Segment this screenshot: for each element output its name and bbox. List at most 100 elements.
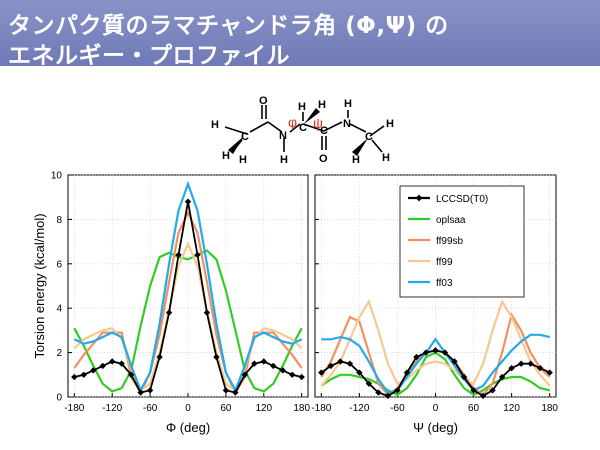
- phi-series-lccsdt0-point: [260, 358, 267, 365]
- phi-series-lccsdt0-point: [289, 371, 296, 378]
- phi-series-lccsdt0-point: [109, 358, 116, 365]
- psi-series-lccsdt0-point: [422, 349, 430, 356]
- atom-h7: H: [344, 98, 352, 110]
- phi-x-axis-label: Φ (deg): [166, 420, 210, 435]
- psi-series-lccsdt0-point: [508, 364, 515, 372]
- psi-series-lccsdt0-point: [375, 389, 382, 396]
- phi-series-lccsdt0-point: [203, 309, 211, 316]
- psi-series-lccsdt0-point: [384, 392, 392, 400]
- psi-series-lccsdt0-point: [527, 360, 534, 367]
- phi-series-lccsdt0-point: [137, 389, 144, 396]
- psi-series-lccsdt0-point: [460, 373, 468, 381]
- psi-series-lccsdt0-point: [451, 358, 458, 365]
- psi-symbol: ψ: [313, 115, 323, 131]
- atom-c2: C: [320, 125, 328, 137]
- psi-x-tick-label: 180: [541, 403, 558, 414]
- phi-series-lccsdt0-point: [194, 251, 201, 259]
- phi-symbol: φ: [288, 114, 297, 130]
- phi-series-lccsdt0-point: [241, 371, 249, 378]
- atom-c-alpha: C: [299, 122, 307, 134]
- legend-label-ff99: ff99: [436, 257, 453, 268]
- psi-x-tick-label: 0: [433, 403, 439, 414]
- psi-series-lccsdt0-point: [337, 358, 344, 365]
- phi-series-lccsdt0-point: [222, 387, 230, 394]
- atom-h9: H: [352, 154, 360, 166]
- psi-series-lccsdt0-point: [356, 369, 363, 376]
- psi-series-lccsdt0-point: [365, 380, 373, 387]
- phi-series-lccsdt0-point: [184, 198, 192, 205]
- phi-series-lccsdt0-point: [127, 371, 135, 378]
- psi-x-axis-label: Ψ (deg): [413, 420, 458, 435]
- phi-series-lccsdt0-point: [298, 373, 305, 381]
- phi-series-lccsdt0-point: [118, 360, 125, 367]
- phi-x-tick-label: 120: [255, 403, 272, 414]
- psi-series-lccsdt0-point: [327, 362, 335, 370]
- phi-energy-chart: -180 -120 -60 0 60 120 180 0 2 4 6 8 10 Φ (deg) Torsio…: [32, 171, 310, 436]
- phi-series-lccsdt0-point: [213, 353, 220, 361]
- phi-series-lccsdt0-point: [146, 387, 154, 394]
- slide-title-line-2: エネルギー・プロファイル: [8, 43, 290, 69]
- phi-y-tick-label: 0: [56, 393, 62, 404]
- atom-c1: C: [241, 131, 249, 143]
- atom-h10: H: [382, 152, 390, 164]
- atom-c3: C: [365, 131, 373, 143]
- phi-series-lccsdt0-point: [99, 362, 106, 370]
- phi-series-lccsdt0-point: [71, 373, 78, 381]
- phi-series-lccsdt0-point: [90, 367, 97, 374]
- psi-x-tick-label: -60: [390, 403, 405, 414]
- phi-x-tick-label: 60: [220, 403, 232, 414]
- phi-series-ff03-line: [73, 180, 303, 393]
- psi-series-lccsdt0-point: [413, 353, 420, 361]
- atom-h8: H: [386, 118, 394, 130]
- slide-title-bar: タンパク質のラマチャンドラ角 (Φ,Ψ) の エネルギー・プロファイル: [0, 0, 600, 69]
- phi-y-axis-label: Torsion energy (kcal/mol): [32, 213, 47, 358]
- psi-series-lccsdt0-point: [470, 387, 477, 394]
- phi-x-tick-label: -120: [102, 403, 122, 414]
- psi-series-lccsdt0-point: [318, 369, 325, 376]
- atom-n1: N: [279, 130, 287, 142]
- psi-series-lccsdt0-point: [403, 369, 411, 376]
- legend-label-lccsdt0: LCCSD(T0): [436, 194, 488, 205]
- phi-series-lccsdt0-point: [270, 362, 277, 370]
- phi-series-lccsdt0-point: [175, 251, 182, 259]
- phi-series-lccsdt0-point: [80, 371, 87, 378]
- chart-legend: LCCSD(T0) oplsaa ff99sb ff99 ff03: [399, 185, 525, 298]
- psi-series-lccsdt0-point: [517, 360, 525, 367]
- phi-series-ff99sb-line: [73, 210, 303, 395]
- atom-o2: O: [319, 153, 328, 165]
- psi-series-lccsdt0-point: [346, 360, 354, 367]
- phi-series-lccsdt0-point: [156, 353, 163, 361]
- atom-n2: N: [343, 118, 351, 130]
- atom-h1: H: [211, 119, 219, 131]
- psi-x-tick-label: -180: [311, 403, 331, 414]
- atom-h5: H: [298, 101, 306, 113]
- phi-y-tick-label: 2: [56, 348, 62, 359]
- legend-marker-lccsdt0: [415, 194, 423, 202]
- psi-series-lccsdt0-point: [432, 347, 439, 354]
- phi-series-lccsdt0-point: [251, 360, 258, 367]
- psi-series-lccsdt0-point: [498, 373, 506, 381]
- phi-x-tick-label: -60: [143, 403, 158, 414]
- phi-x-tick-label: 180: [293, 403, 310, 414]
- psi-series-ff99-line: [320, 298, 551, 387]
- legend-label-oplsaa: oplsaa: [436, 215, 466, 226]
- atom-o1: O: [259, 95, 268, 107]
- phi-y-tick-label: 8: [56, 215, 62, 226]
- psi-x-tick-label: -120: [349, 403, 369, 414]
- psi-energy-chart: -180 -120 -60 0 60 120 180 Ψ (deg): [311, 174, 558, 435]
- atom-h4: H: [280, 154, 288, 166]
- phi-x-tick-label: 0: [185, 403, 191, 414]
- psi-x-tick-label: 120: [503, 403, 520, 414]
- phi-series-oplsaa-line: [73, 249, 303, 393]
- psi-x-tick-label: 60: [468, 403, 480, 414]
- phi-series-lccsdt0-line: [74, 201, 302, 394]
- phi-series-lccsdt0-point: [165, 309, 173, 316]
- phi-x-tick-label: -180: [64, 403, 84, 414]
- legend-label-ff03: ff03: [436, 278, 453, 289]
- psi-series-lccsdt0-point: [441, 349, 449, 356]
- slide-title-line-1: タンパク質のラマチャンドラ角 (Φ,Ψ) の: [8, 13, 449, 39]
- psi-series-lccsdt0-point: [536, 364, 544, 372]
- phi-series-lccsdt0-point: [232, 389, 239, 396]
- legend-box: [399, 185, 525, 298]
